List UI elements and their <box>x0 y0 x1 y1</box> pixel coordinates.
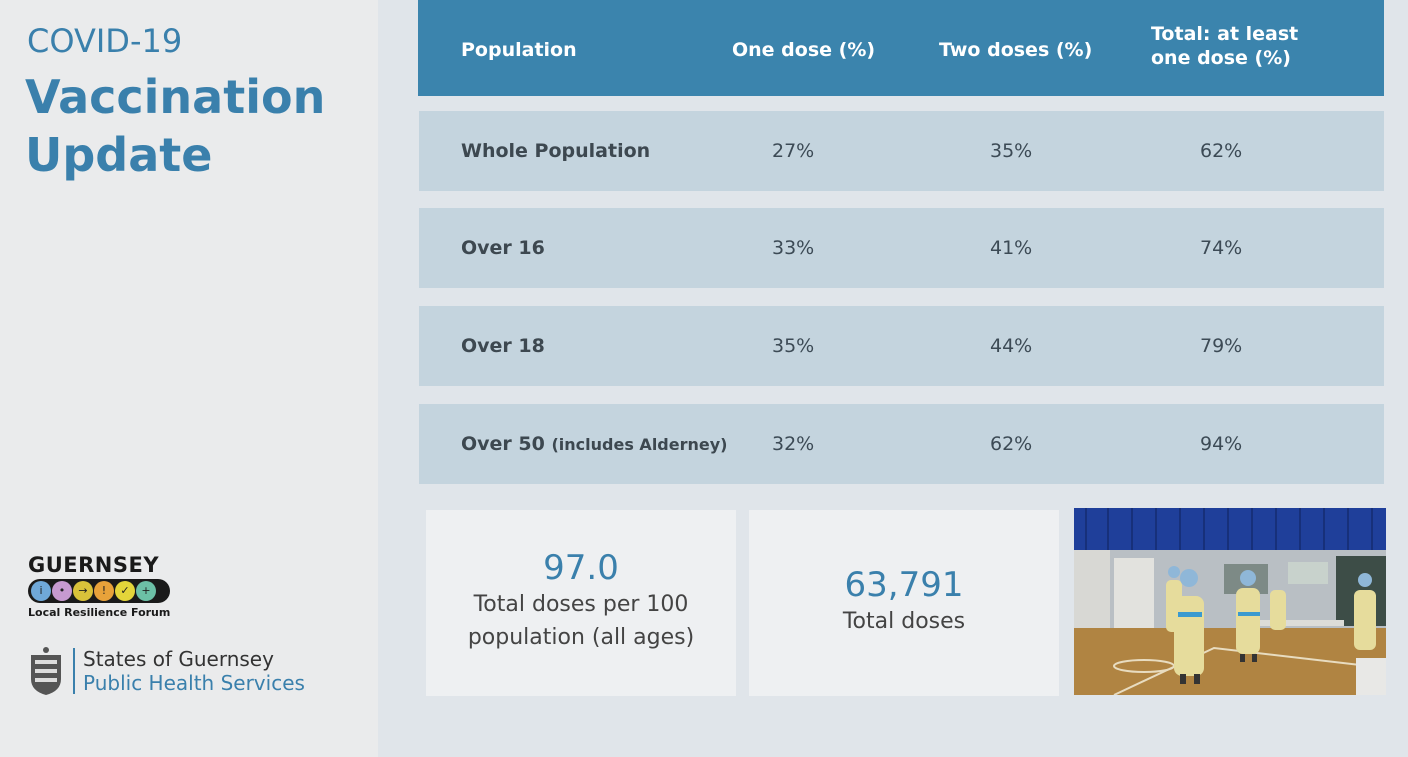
stat-label-line-1: Total doses <box>842 609 966 634</box>
vaccination-centre-photo <box>1074 508 1386 695</box>
stat-card-doses-per-100: 97.0 Total doses per 100 population (all… <box>426 510 736 696</box>
cell-one-dose: 35% <box>772 335 815 357</box>
plus-icon: + <box>136 581 156 601</box>
title-line-1: Vaccination <box>25 70 326 124</box>
col-total-line-1: Total: at least <box>1151 23 1299 45</box>
check-icon: ✓ <box>115 581 135 601</box>
llrf-logo-icons: i • → ! ✓ + <box>28 579 170 603</box>
llrf-logo: GUERNSEY i • → ! ✓ + Local Resilience Fo… <box>28 553 170 619</box>
chat-icon: • <box>52 581 72 601</box>
row-label: Over 50 (includes Alderney) <box>461 404 727 484</box>
cell-total: 62% <box>1200 140 1243 162</box>
table-row: Over 16 33% 41% 74% <box>419 208 1384 288</box>
sog-divider <box>73 648 75 694</box>
col-two-doses: Two doses (%) <box>939 39 1093 61</box>
crest-icon <box>31 647 61 695</box>
stat-value: 63,791 <box>844 565 964 605</box>
cell-one-dose: 27% <box>772 140 815 162</box>
cell-two-doses: 62% <box>990 433 1033 455</box>
cell-total: 74% <box>1200 237 1243 259</box>
cell-one-dose: 32% <box>772 433 815 455</box>
row-label-note: (includes Alderney) <box>551 435 728 454</box>
cell-one-dose: 33% <box>772 237 815 259</box>
title-line-2: Update <box>25 128 213 182</box>
llrf-logo-sub: Local Resilience Forum <box>28 606 171 619</box>
stat-card-total-doses: 63,791 Total doses <box>749 510 1059 696</box>
info-icon: i <box>31 581 51 601</box>
cell-two-doses: 35% <box>990 140 1033 162</box>
cell-two-doses: 41% <box>990 237 1033 259</box>
col-one-dose: One dose (%) <box>732 39 876 61</box>
row-label-text: Over 50 <box>461 433 545 455</box>
sog-line-1: States of Guernsey <box>83 647 274 671</box>
row-label: Over 16 <box>461 237 545 259</box>
photo-illustration <box>1074 508 1386 695</box>
col-total-line-2: one dose (%) <box>1151 47 1291 69</box>
table-header: Population One dose (%) Two doses (%) To… <box>418 0 1384 96</box>
table-row: Whole Population 27% 35% 62% <box>419 111 1384 191</box>
sog-logo: States of Guernsey Public Health Service… <box>27 645 305 697</box>
stat-value: 97.0 <box>543 548 619 588</box>
sog-line-2: Public Health Services <box>83 671 305 695</box>
slide-kicker: COVID-19 <box>27 22 183 60</box>
sog-logo-text: States of Guernsey Public Health Service… <box>83 647 305 695</box>
arrow-icon: → <box>73 581 93 601</box>
table-row: Over 50 (includes Alderney) 32% 62% 94% <box>419 404 1384 484</box>
row-label: Over 18 <box>461 335 545 357</box>
cell-total: 94% <box>1200 433 1243 455</box>
alert-icon: ! <box>94 581 114 601</box>
table-row: Over 18 35% 44% 79% <box>419 306 1384 386</box>
slide-title: Vaccination Update <box>25 68 325 184</box>
stat-label-line-1: Total doses per 100 <box>473 592 689 617</box>
stat-label-line-2: population (all ages) <box>467 625 695 650</box>
col-population: Population <box>461 39 577 61</box>
sidebar: COVID-19 Vaccination Update GUERNSEY i •… <box>0 0 378 757</box>
cell-total: 79% <box>1200 335 1243 357</box>
llrf-logo-name: GUERNSEY <box>28 553 160 577</box>
col-total: Total: at least one dose (%) <box>1151 22 1298 70</box>
cell-two-doses: 44% <box>990 335 1033 357</box>
row-label: Whole Population <box>461 140 651 162</box>
